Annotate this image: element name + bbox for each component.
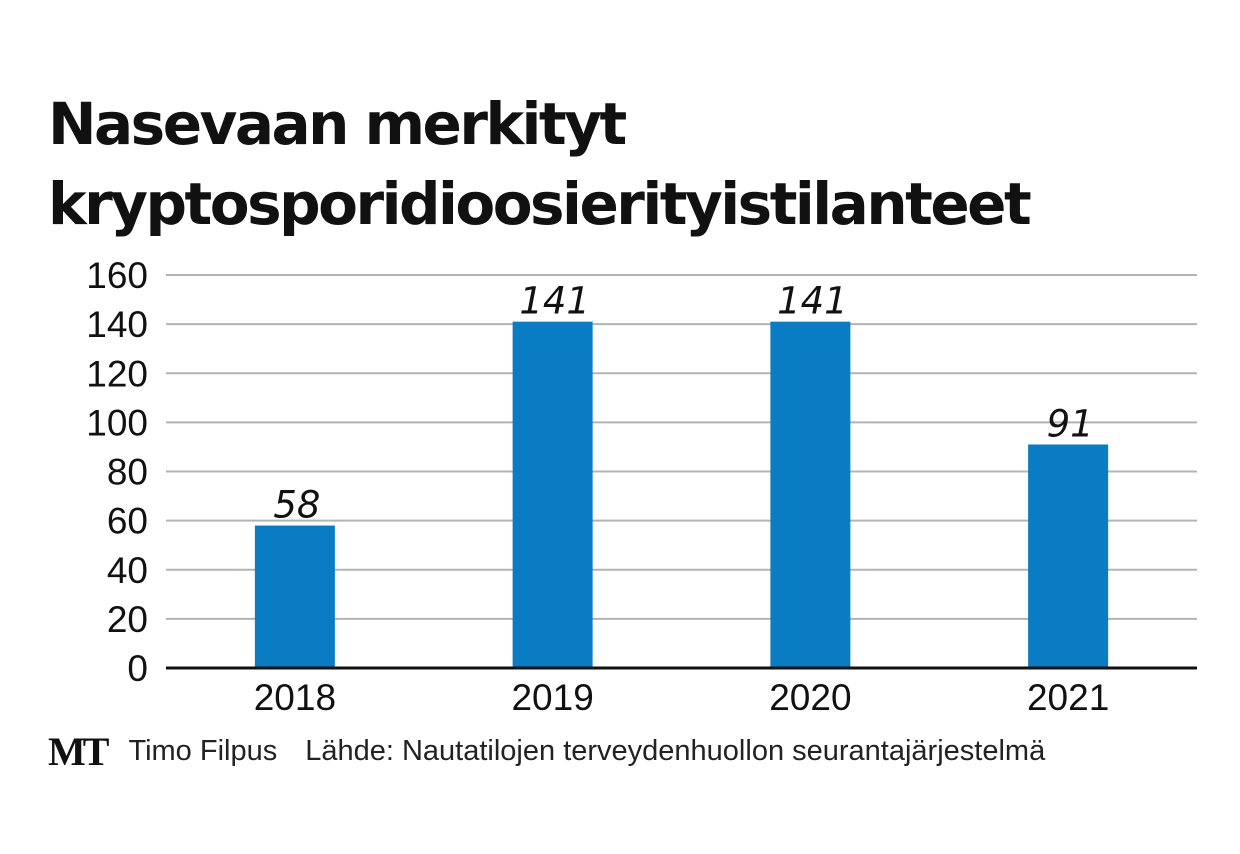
y-tick-label: 40 (107, 550, 148, 591)
y-tick-label: 160 (86, 255, 148, 296)
chart-title-line-2: kryptosporidioosierityistilanteet (48, 170, 1032, 238)
data-label-2021: 91 (1047, 402, 1094, 445)
y-tick-label: 20 (107, 599, 148, 640)
y-tick-label: 140 (86, 304, 148, 345)
bar-2021 (1028, 444, 1109, 668)
x-tick-label-2018: 2018 (254, 677, 336, 718)
x-tick-label-2019: 2019 (511, 677, 593, 718)
x-tick-label-2020: 2020 (769, 677, 851, 718)
source-text: Lähde: Nautatilojen terveydenhuollon seu… (305, 734, 1046, 767)
author-credit: Timo Filpus (128, 734, 278, 767)
data-label-2020: 141 (777, 280, 848, 323)
y-tick-label: 0 (127, 648, 148, 689)
y-tick-label: 60 (107, 501, 148, 542)
data-label-2018: 58 (273, 484, 320, 527)
x-tick-label-2021: 2021 (1027, 677, 1109, 718)
y-tick-label: 80 (107, 452, 148, 493)
bar-2019 (512, 321, 593, 668)
bars (254, 321, 1109, 668)
bar-2020 (770, 321, 851, 668)
y-tick-label: 120 (86, 353, 148, 394)
chart-title: Nasevaan merkityt kryptosporidioosierity… (48, 84, 1218, 244)
y-tick-label: 100 (86, 402, 148, 443)
data-labels: 58 141 141 91 (273, 280, 1093, 527)
grid-lines (166, 274, 1197, 620)
y-axis-tick-labels: 0 20 40 60 80 100 120 140 160 (86, 255, 148, 689)
bar-2018 (254, 525, 335, 668)
data-label-2019: 141 (519, 280, 590, 323)
mt-logo: MT (48, 728, 109, 774)
footer: MT Timo Filpus Lähde: Nautatilojen terve… (48, 726, 1045, 776)
x-axis-tick-labels: 2018 2019 2020 2021 (254, 677, 1110, 718)
chart-title-line-1: Nasevaan merkityt (48, 90, 627, 158)
